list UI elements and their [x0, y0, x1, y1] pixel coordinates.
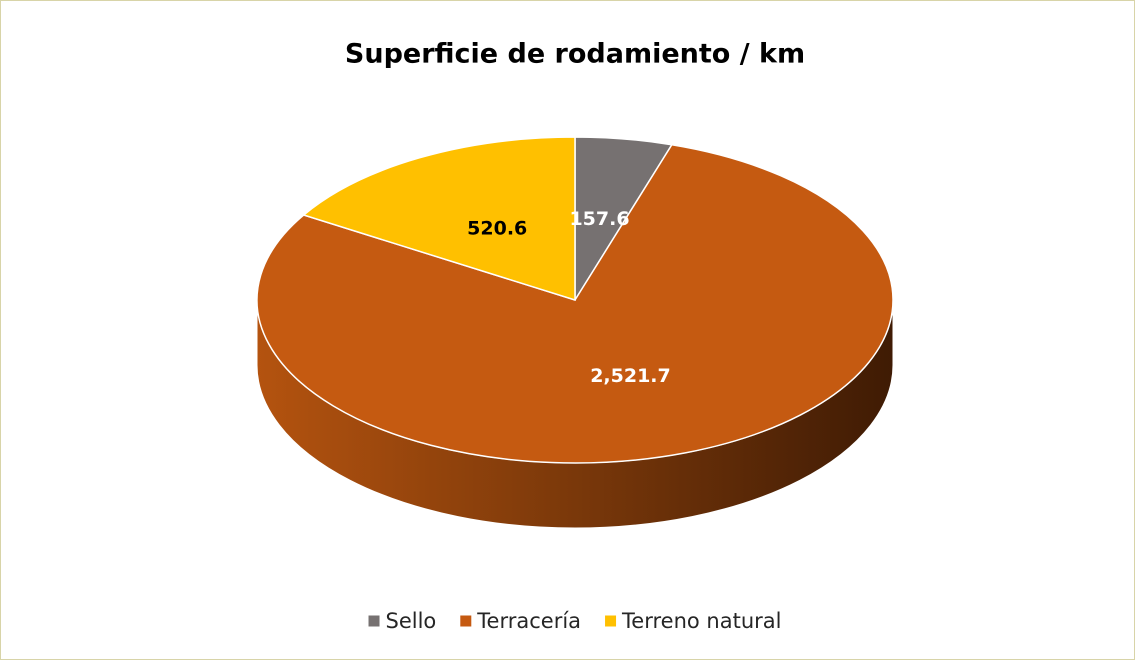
pie-slice	[256, 143, 894, 464]
data-label: 2,521.7	[590, 365, 671, 387]
legend-label: Terracería	[476, 609, 581, 633]
chart-title: Superficie de rodamiento / km	[345, 39, 805, 70]
legend-swatch	[605, 615, 617, 627]
legend-label: Sello	[386, 609, 437, 633]
data-label: 157.6	[569, 208, 629, 230]
data-label: 520.6	[467, 217, 527, 239]
legend-swatch	[460, 615, 472, 627]
legend-swatch	[368, 615, 380, 627]
pie-slice	[302, 136, 576, 302]
legend-label: Terreno natural	[621, 609, 781, 633]
